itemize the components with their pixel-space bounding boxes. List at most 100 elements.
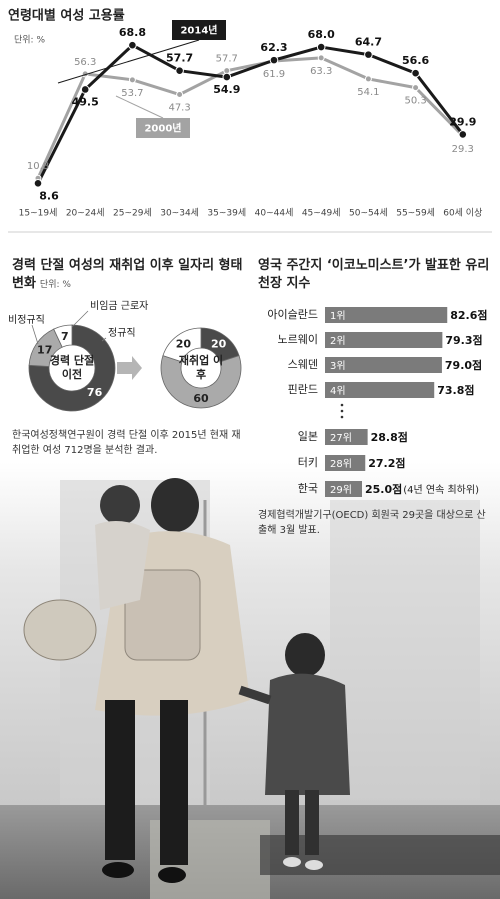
data-label: 53.7 xyxy=(121,88,143,99)
data-label: 27.2점 xyxy=(368,456,405,470)
rank-label: 28위 xyxy=(330,457,352,470)
data-label: 49.5 xyxy=(72,95,99,108)
data-point xyxy=(411,68,420,78)
rank-label: 4위 xyxy=(330,384,346,397)
data-label: 20 xyxy=(176,338,192,351)
data-label: 68.8 xyxy=(119,26,146,39)
data-label: 56.6 xyxy=(402,54,429,67)
callout-line xyxy=(101,337,107,342)
data-label: 54.1 xyxy=(357,87,379,98)
data-point xyxy=(175,66,184,75)
chart-title: 연령대별 여성 고용률 xyxy=(8,8,125,24)
data-point xyxy=(176,91,184,99)
data-label: 29.9 xyxy=(449,115,476,128)
x-tick-label: 15~19세 xyxy=(19,208,58,219)
category-label: 정규직 xyxy=(108,327,136,339)
data-point xyxy=(412,84,420,92)
category-label: 아이슬란드 xyxy=(267,308,318,321)
callout-line xyxy=(71,310,89,328)
data-label: 82.6점 xyxy=(450,308,487,322)
rank-label: 3위 xyxy=(330,359,346,372)
rank-label: 27위 xyxy=(330,431,352,444)
donut-segment xyxy=(53,324,73,348)
data-label: 56.3 xyxy=(74,57,96,68)
data-label: 17 xyxy=(37,343,52,356)
x-tick-label: 20~24세 xyxy=(66,208,105,219)
data-point xyxy=(80,85,90,94)
data-label: 20 xyxy=(211,338,227,351)
donut-segment xyxy=(28,324,116,412)
legend-connector xyxy=(115,95,164,119)
data-point xyxy=(364,75,372,83)
data-label: 28.8점 xyxy=(371,430,408,444)
bar xyxy=(325,481,362,497)
bar xyxy=(325,455,366,471)
bar-title: 영국 주간지 ‘이코노미스트’가 발표한 유리천장 지수 xyxy=(258,258,490,291)
unit-label: 단위: % xyxy=(14,35,45,46)
data-point xyxy=(128,40,137,50)
data-label: 29.3 xyxy=(452,144,474,155)
data-label: 47.3 xyxy=(168,103,190,114)
data-point xyxy=(269,55,279,65)
donut-note: 한국여성정책연구원이 경력 단절 이후 2015년 현재 재취업한 여성 712… xyxy=(12,430,241,456)
photo xyxy=(0,462,500,899)
bar xyxy=(325,332,443,348)
data-label: 60 xyxy=(193,392,209,405)
data-point xyxy=(364,50,373,59)
data-label: 61.9 xyxy=(263,69,285,80)
data-label: 64.7 xyxy=(355,36,382,49)
data-point xyxy=(316,42,326,52)
category-label: 일본 xyxy=(298,429,318,443)
legend-label: 2014년 xyxy=(180,24,217,37)
data-label: 73.8점 xyxy=(437,383,474,397)
series-line xyxy=(36,56,464,179)
data-label: 50.3 xyxy=(404,96,426,107)
donut-segment xyxy=(160,355,242,409)
callout-line xyxy=(31,324,39,345)
data-label: 79.0점 xyxy=(445,358,482,372)
data-point xyxy=(222,72,232,82)
arrow xyxy=(117,356,142,380)
data-label: 79.3점 xyxy=(445,333,482,347)
rank-label: 29위 xyxy=(330,483,352,496)
data-label: 57.7 xyxy=(166,52,193,65)
data-label: 25.0점 xyxy=(365,482,402,496)
data-label: 7 xyxy=(61,330,69,343)
donut-title: 경력 단절 여성의 재취업 이후 일자리 형태 변화 xyxy=(12,258,243,291)
rank-label: 1위 xyxy=(330,309,346,322)
data-label: 63.3 xyxy=(310,66,332,77)
bar xyxy=(325,429,368,445)
category-label: 비임금 근로자 xyxy=(90,299,148,312)
category-label: 핀란드 xyxy=(288,383,318,396)
data-point xyxy=(33,178,43,188)
annotation: (4년 연속 최하위) xyxy=(403,483,479,496)
bar xyxy=(325,357,442,373)
category-label: 비정규직 xyxy=(8,314,45,326)
category-label: 터키 xyxy=(298,456,318,469)
data-label: 54.9 xyxy=(213,83,240,96)
legend-label: 2000년 xyxy=(144,122,181,135)
data-label: 57.7 xyxy=(216,54,238,65)
bar xyxy=(325,382,435,398)
data-label: 8.6 xyxy=(39,189,59,202)
x-tick-label: 25~29세 xyxy=(113,208,152,219)
x-tick-label: 55~59세 xyxy=(396,208,435,219)
category-label: 한국 xyxy=(298,482,318,495)
legend-box xyxy=(172,20,226,40)
rank-label: 2위 xyxy=(330,334,346,347)
category-label: 노르웨이 xyxy=(278,333,318,346)
donut-segment xyxy=(162,327,202,363)
bar-note: 경제협력개발기구(OECD) 회원국 29곳을 대상으로 산출해 3월 발표. xyxy=(258,510,486,536)
data-label: 76 xyxy=(87,386,103,399)
data-label: 68.0 xyxy=(308,28,335,41)
data-point xyxy=(317,54,325,62)
unit-label: 단위: % xyxy=(39,280,71,290)
donut-title-block: 경력 단절 여성의 재취업 이후 일자리 형태 변화 단위: % xyxy=(12,257,247,294)
legend-box xyxy=(136,118,190,138)
ellipsis xyxy=(340,403,344,419)
data-point xyxy=(128,76,136,84)
bar xyxy=(325,307,448,323)
legend-connector xyxy=(57,39,200,84)
x-tick-label: 40~44세 xyxy=(255,208,294,219)
